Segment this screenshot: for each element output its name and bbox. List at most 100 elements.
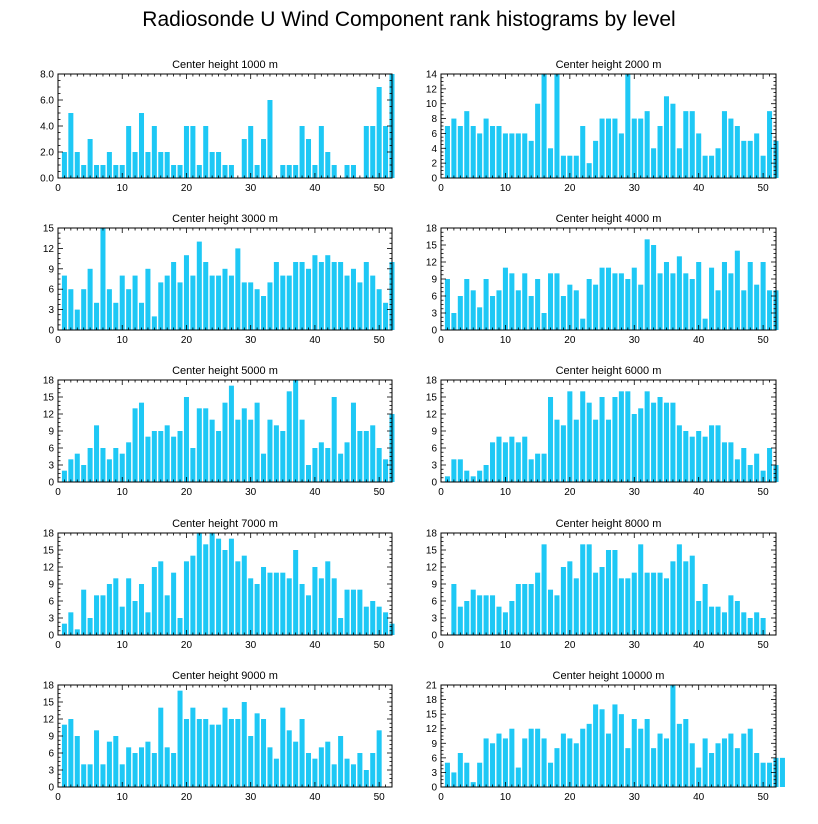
bar bbox=[689, 555, 695, 635]
x-tick-label: 40 bbox=[309, 183, 321, 194]
bar bbox=[451, 584, 457, 635]
bar bbox=[451, 459, 457, 482]
bar bbox=[560, 296, 566, 330]
bar bbox=[171, 572, 177, 635]
bar bbox=[318, 578, 324, 635]
bar bbox=[490, 126, 496, 178]
bar bbox=[376, 448, 382, 482]
bar bbox=[779, 757, 785, 787]
y-tick-label: 3 bbox=[48, 461, 54, 472]
bar bbox=[657, 397, 663, 482]
panel-title: Center height 10000 m bbox=[553, 670, 665, 682]
bar bbox=[132, 152, 138, 178]
bar bbox=[477, 470, 483, 482]
bar bbox=[599, 267, 605, 330]
x-tick-label: 20 bbox=[564, 792, 576, 803]
bar bbox=[689, 436, 695, 482]
bar bbox=[522, 584, 528, 635]
bar bbox=[190, 126, 196, 178]
bar bbox=[267, 100, 273, 178]
x-tick-label: 10 bbox=[500, 792, 512, 803]
x-tick-label: 0 bbox=[55, 183, 61, 194]
bar bbox=[216, 538, 222, 635]
bar bbox=[760, 762, 766, 787]
bar bbox=[470, 126, 476, 178]
x-tick-label: 40 bbox=[693, 183, 705, 194]
bar bbox=[457, 126, 463, 178]
x-tick-label: 30 bbox=[245, 640, 257, 651]
y-tick-label: 15 bbox=[426, 546, 438, 557]
bar bbox=[293, 550, 299, 635]
bar bbox=[683, 719, 689, 787]
bar bbox=[541, 313, 547, 330]
bar bbox=[190, 707, 196, 787]
y-tick-label: 2 bbox=[431, 159, 437, 170]
x-tick-label: 30 bbox=[629, 792, 641, 803]
bar bbox=[535, 728, 541, 787]
bar bbox=[241, 408, 247, 482]
bar bbox=[132, 601, 138, 635]
x-tick-label: 50 bbox=[374, 792, 386, 803]
y-tick-label: 9 bbox=[48, 580, 54, 591]
bar bbox=[68, 612, 74, 635]
bar bbox=[522, 273, 528, 330]
y-tick-label: 4.0 bbox=[40, 122, 54, 133]
bar bbox=[100, 165, 106, 178]
bar bbox=[293, 262, 299, 330]
bar bbox=[254, 713, 260, 787]
bar bbox=[464, 470, 470, 482]
y-tick-label: 18 bbox=[426, 695, 438, 706]
histogram-panel-9: Center height 9000 m 0 10 20 30 40 50 0 3 6 9 12 15 1… bbox=[43, 670, 393, 803]
x-tick-label: 20 bbox=[181, 640, 193, 651]
bar bbox=[573, 743, 579, 787]
x-tick-label: 50 bbox=[374, 183, 386, 194]
bar bbox=[357, 431, 363, 482]
bar bbox=[663, 262, 670, 330]
bar bbox=[618, 133, 624, 178]
bar bbox=[138, 113, 145, 178]
bar bbox=[631, 267, 637, 330]
bar bbox=[338, 262, 344, 330]
bar bbox=[618, 391, 624, 482]
bar bbox=[145, 612, 151, 635]
bar bbox=[293, 380, 299, 482]
bar bbox=[151, 753, 157, 787]
bar bbox=[81, 589, 87, 635]
bar bbox=[183, 719, 189, 787]
x-tick-label: 50 bbox=[758, 183, 770, 194]
x-tick-label: 0 bbox=[55, 487, 61, 498]
bar bbox=[477, 762, 483, 787]
bar bbox=[696, 431, 702, 482]
bar bbox=[286, 275, 292, 330]
bar bbox=[248, 126, 254, 178]
bar bbox=[444, 126, 450, 178]
bar bbox=[177, 618, 183, 635]
bar bbox=[599, 709, 605, 787]
bar bbox=[305, 268, 312, 330]
y-tick-label: 3 bbox=[48, 614, 54, 625]
bar bbox=[593, 419, 599, 482]
bar bbox=[715, 425, 721, 482]
bar bbox=[280, 431, 286, 482]
x-tick-label: 0 bbox=[438, 183, 444, 194]
bar bbox=[522, 133, 528, 178]
bar bbox=[363, 262, 369, 330]
bar bbox=[177, 282, 183, 330]
bar bbox=[138, 584, 145, 635]
x-tick-label: 30 bbox=[629, 487, 641, 498]
bar bbox=[670, 103, 676, 178]
y-tick-label: 0 bbox=[48, 783, 54, 794]
bar bbox=[376, 289, 382, 330]
y-tick-label: 0 bbox=[431, 174, 437, 185]
bar bbox=[715, 148, 721, 178]
bar bbox=[728, 733, 734, 787]
bar bbox=[158, 561, 164, 635]
bar bbox=[651, 748, 657, 787]
y-tick-label: 3 bbox=[48, 766, 54, 777]
y-tick-label: 18 bbox=[426, 224, 438, 235]
panel-title: Center height 5000 m bbox=[172, 365, 278, 377]
bar bbox=[350, 165, 356, 178]
bar bbox=[261, 296, 267, 330]
y-tick-label: 12 bbox=[43, 244, 55, 255]
